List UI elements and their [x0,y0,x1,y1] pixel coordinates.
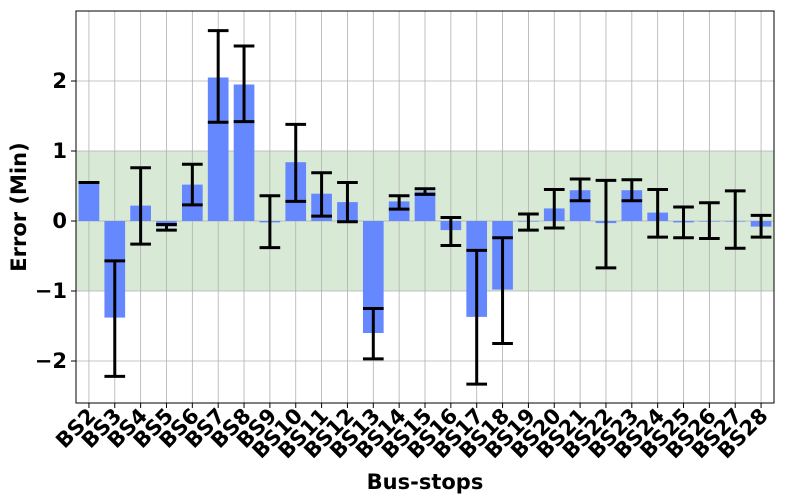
error-bar-bs11 [311,171,332,218]
error-bar-bs23 [621,178,643,203]
error-bar-bs12 [337,181,358,224]
bar-bs14 [388,201,410,221]
error-bar-bs3 [104,259,126,378]
x-axis-label: Bus-stops [367,470,484,494]
y-tick-label: 1 [52,139,67,163]
error-bar-bs6 [181,162,203,207]
error-bar-bs25 [673,205,694,240]
error-bar-bs13 [362,307,384,361]
error-bar-bs9 [259,194,281,250]
error-bar-bs20 [543,188,565,230]
bar-bs2 [78,182,100,221]
x-tick-labels: BS2BS3BS4BS5BS6BS7BS8BS9BS10BS11BS12BS13… [51,403,773,463]
error-bar-bs28 [750,213,772,239]
error-bar-bs5 [156,223,177,232]
bar-bs7 [207,77,229,221]
y-axis-label: Error (Min) [7,142,31,271]
error-bar-bs4 [130,166,151,246]
y-tick-label: 0 [52,209,67,233]
error-bar-bs26 [699,201,720,240]
bar-bs15 [414,191,436,221]
bar-bs8 [233,84,255,221]
y-tick-label: −1 [35,279,67,303]
error-bar-bs22 [595,178,617,270]
error-bar-bs16 [440,216,462,247]
y-tick-labels: −2 −1 0 1 2 [35,69,76,373]
error-bar-bs17 [466,248,488,386]
error-bar-bs18 [492,236,513,345]
bar-bs13 [362,221,384,333]
error-bar-bs8 [233,44,255,124]
y-tick-label: 2 [52,69,67,93]
error-bar-bs27 [724,189,746,250]
error-bar-bs24 [647,188,669,239]
error-bar-bs14 [388,194,410,211]
bar-bs23 [621,190,643,221]
bar-bs21 [569,190,591,221]
y-tick-label: −2 [35,349,67,373]
error-bar-bs15 [414,187,436,196]
error-bar-bs7 [207,29,229,124]
error-bar-bs10 [285,122,307,203]
error-bar-bs19 [518,212,539,232]
error-bar-bs21 [569,177,591,203]
error-bar-layer [78,29,772,386]
